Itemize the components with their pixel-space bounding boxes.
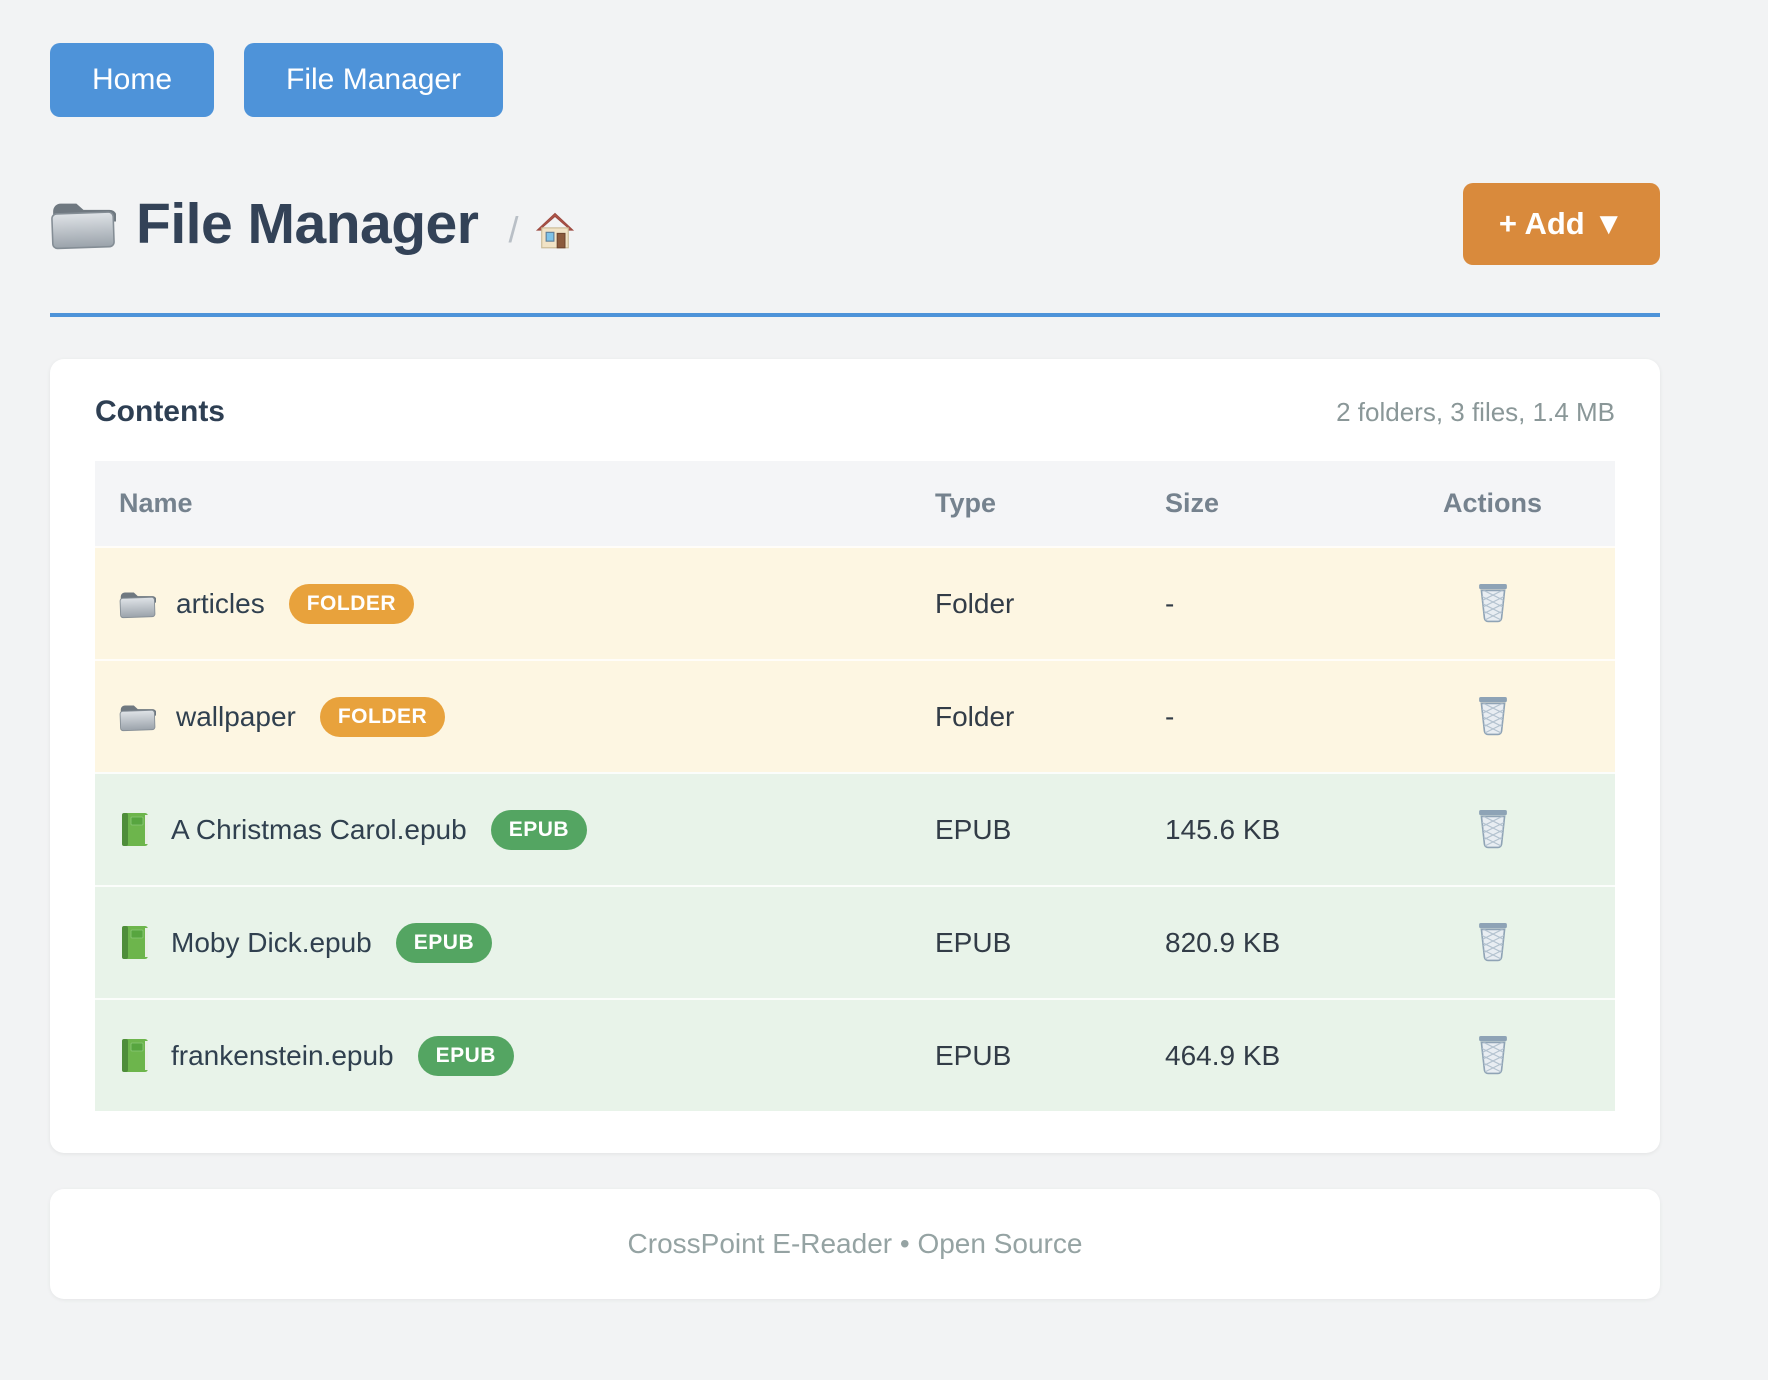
column-header-name: Name: [119, 488, 193, 518]
column-header-actions: Actions: [1442, 488, 1542, 518]
folder-icon: [50, 202, 116, 250]
trash-icon: [1473, 806, 1513, 850]
contents-title: Contents: [95, 395, 225, 428]
table-row: Moby Dick.epub EPUB EPUB 820.9 KB: [95, 885, 1615, 998]
table-header-row: Name Type Size Actions: [95, 461, 1615, 546]
folder-icon: [119, 704, 156, 731]
footer-card: CrossPoint E-Reader • Open Source: [50, 1189, 1660, 1299]
file-size: 820.9 KB: [1165, 926, 1281, 958]
book-icon: [121, 1038, 149, 1073]
add-dropdown-button[interactable]: + Add ▼: [1462, 183, 1660, 265]
contents-summary: 2 folders, 3 files, 1.4 MB: [1336, 397, 1615, 427]
epub-badge: EPUB: [490, 809, 588, 850]
file-name-link[interactable]: wallpaper: [176, 700, 296, 732]
file-type: EPUB: [935, 926, 1012, 958]
book-icon: [121, 812, 149, 847]
file-name-link[interactable]: articles: [176, 587, 265, 619]
nav-home-button[interactable]: Home: [50, 43, 215, 117]
folder-badge: FOLDER: [319, 696, 446, 737]
footer-text: CrossPoint E-Reader • Open Source: [627, 1228, 1083, 1259]
table-row: articles FOLDER Folder -: [95, 546, 1615, 659]
nav-file-manager-button[interactable]: File Manager: [244, 43, 504, 117]
delete-button[interactable]: [1469, 915, 1517, 967]
contents-card: Contents 2 folders, 3 files, 1.4 MB Name…: [50, 359, 1660, 1153]
trash-icon: [1473, 1032, 1513, 1076]
file-name-link[interactable]: A Christmas Carol.epub: [171, 813, 467, 845]
file-type: Folder: [935, 587, 1015, 619]
table-row: frankenstein.epub EPUB EPUB 464.9 KB: [95, 998, 1615, 1111]
book-icon: [121, 925, 149, 960]
delete-button[interactable]: [1469, 802, 1517, 854]
home-icon[interactable]: [534, 209, 576, 249]
page-title: File Manager: [136, 192, 479, 256]
file-type: EPUB: [935, 813, 1012, 845]
file-table: Name Type Size Actions articles FOLDER F…: [95, 461, 1615, 1111]
page-header: File Manager / + Add ▼: [50, 183, 1660, 265]
file-size: 145.6 KB: [1165, 813, 1281, 845]
file-name-link[interactable]: frankenstein.epub: [171, 1039, 394, 1071]
file-type: EPUB: [935, 1039, 1012, 1071]
accent-divider: [50, 313, 1660, 317]
file-size: -: [1165, 587, 1175, 619]
trash-icon: [1473, 693, 1513, 737]
delete-button[interactable]: [1469, 1028, 1517, 1080]
breadcrumb-separator: /: [508, 209, 519, 250]
epub-badge: EPUB: [395, 922, 493, 963]
folder-icon: [119, 591, 156, 618]
file-size: -: [1165, 700, 1175, 732]
file-type: Folder: [935, 700, 1015, 732]
file-name-link[interactable]: Moby Dick.epub: [171, 926, 372, 958]
file-size: 464.9 KB: [1165, 1039, 1281, 1071]
trash-icon: [1473, 580, 1513, 624]
column-header-type: Type: [935, 488, 997, 518]
table-row: wallpaper FOLDER Folder -: [95, 659, 1615, 772]
epub-badge: EPUB: [417, 1035, 514, 1076]
trash-icon: [1473, 919, 1513, 963]
file-manager-page: Home File Manager File Manager / + Add ▼…: [50, 43, 1660, 1299]
table-row: A Christmas Carol.epub EPUB EPUB 145.6 K…: [95, 772, 1615, 885]
contents-card-header: Contents 2 folders, 3 files, 1.4 MB: [95, 395, 1615, 429]
delete-button[interactable]: [1469, 576, 1517, 628]
folder-badge: FOLDER: [288, 583, 415, 624]
column-header-size: Size: [1165, 488, 1220, 518]
delete-button[interactable]: [1469, 689, 1517, 741]
top-navigation: Home File Manager: [50, 43, 1660, 117]
